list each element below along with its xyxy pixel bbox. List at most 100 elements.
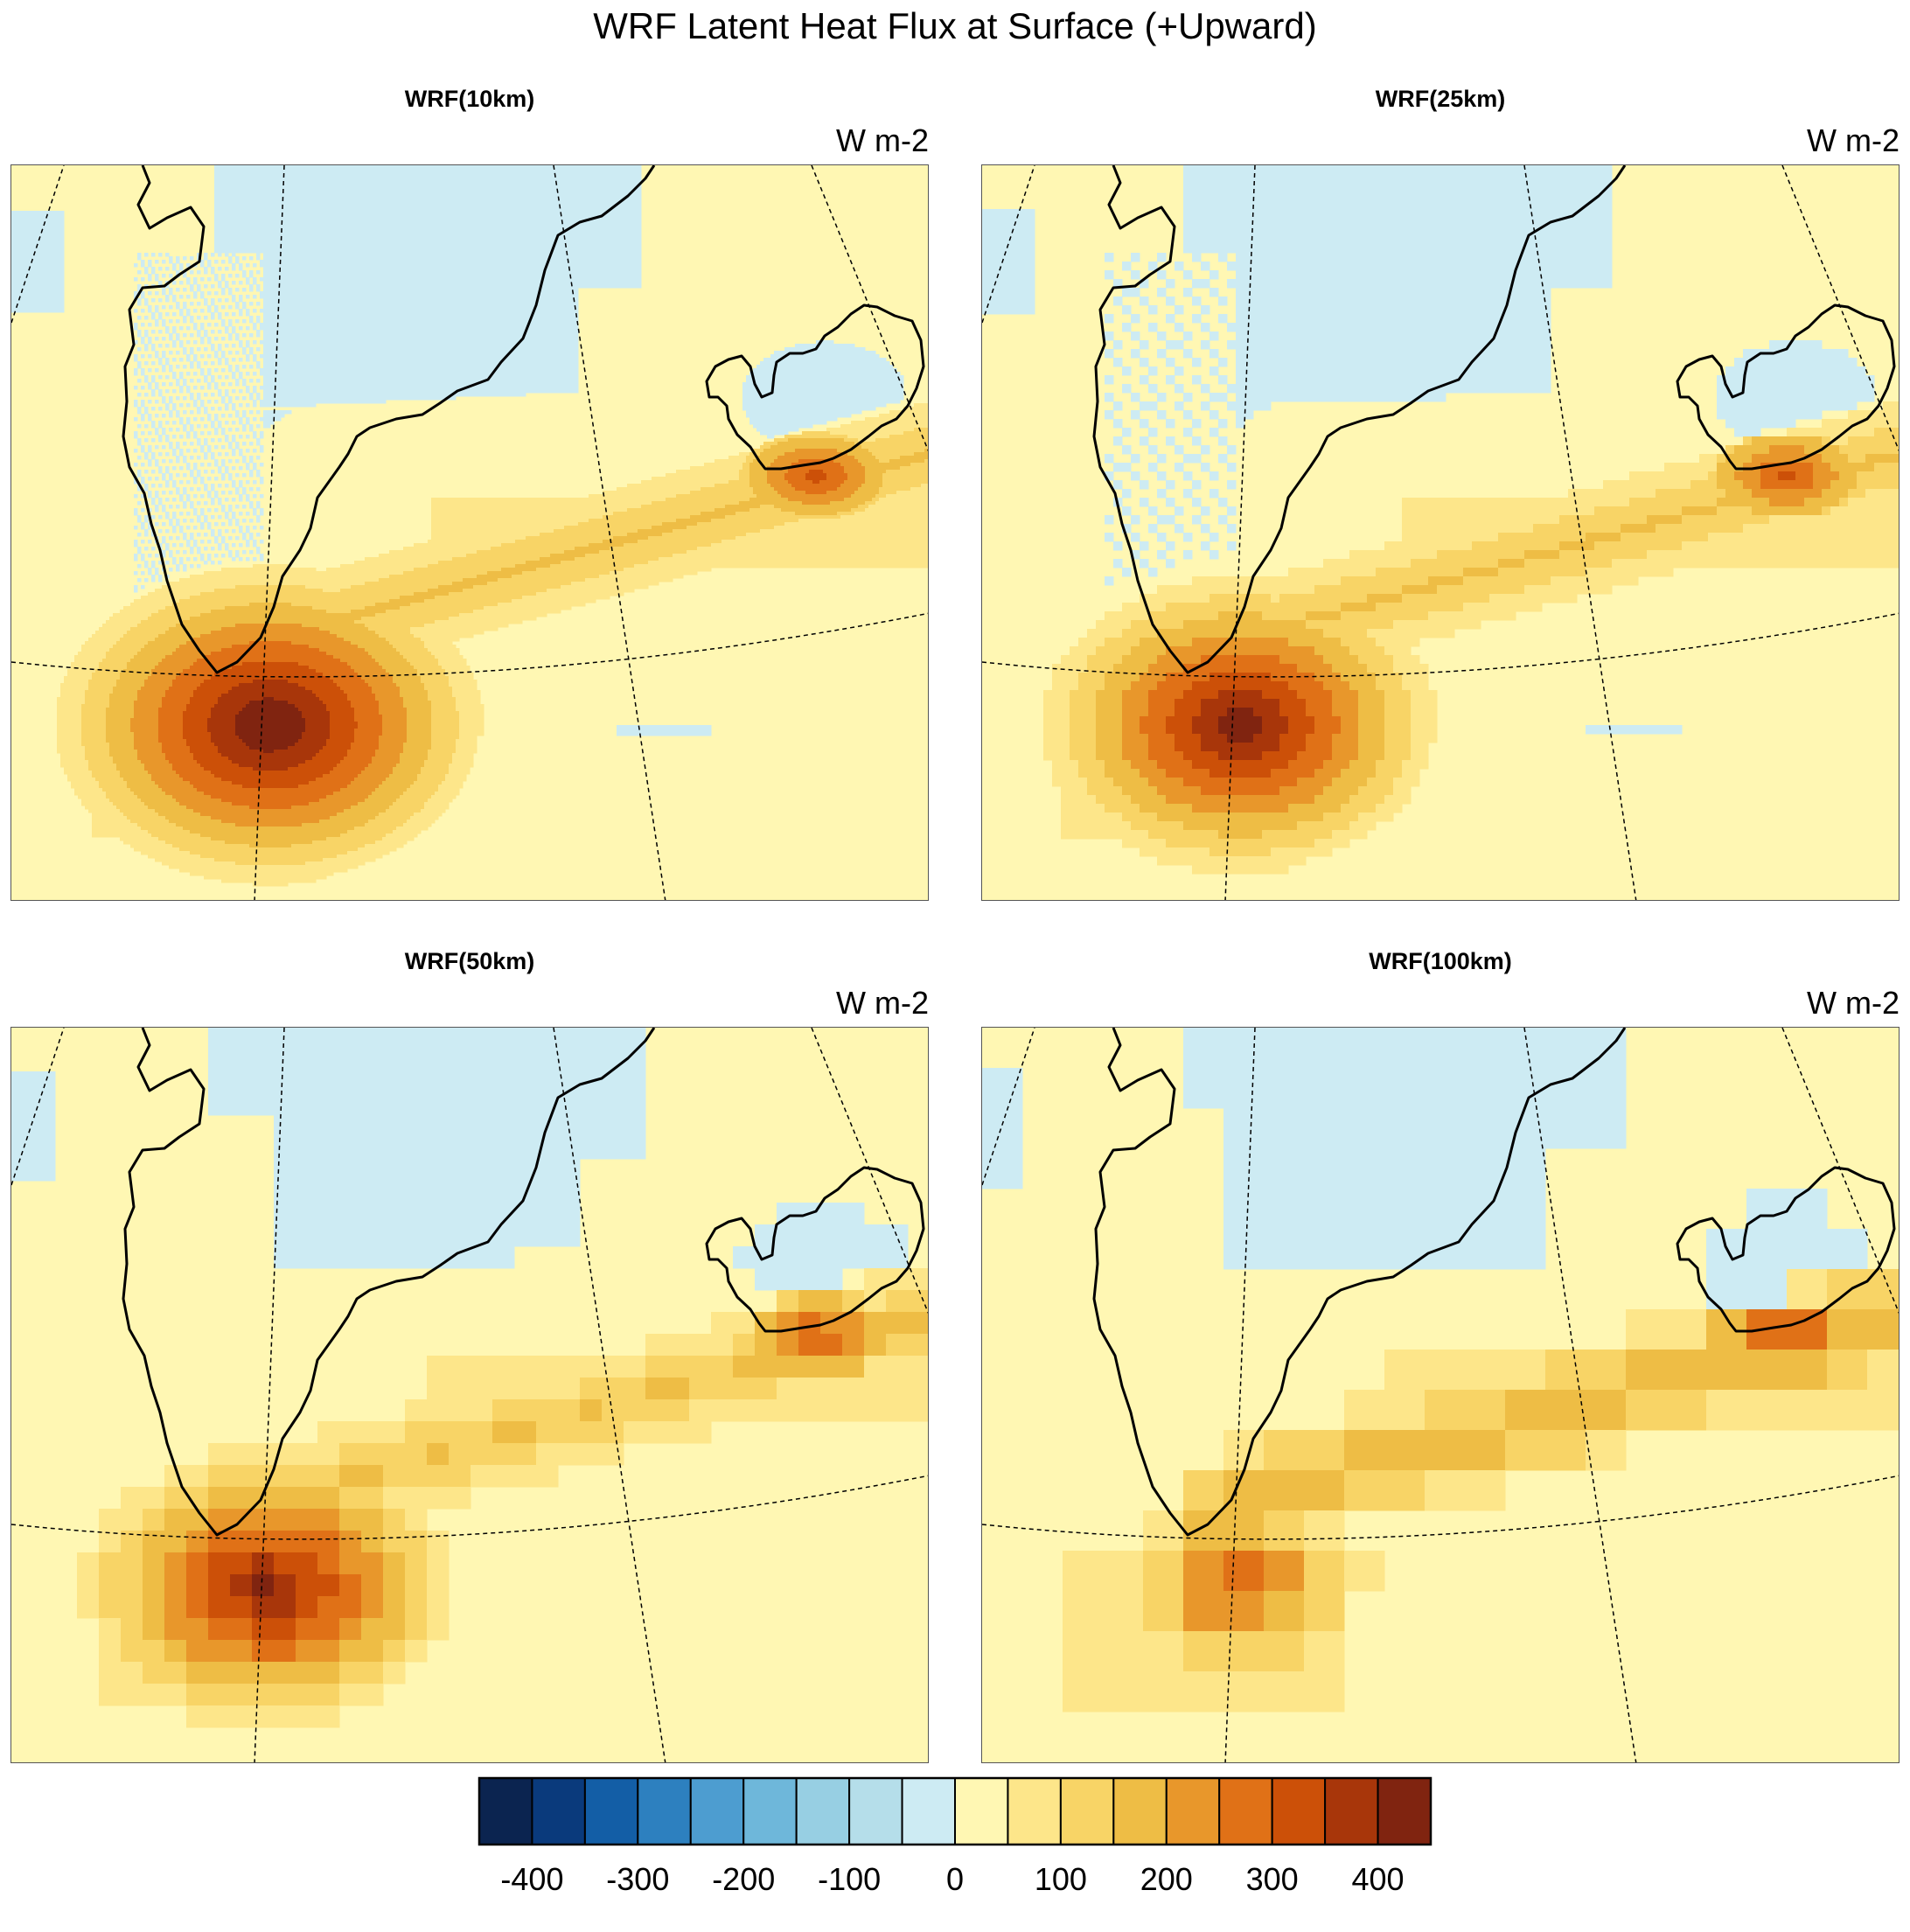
flux-cell xyxy=(305,281,310,285)
flux-cell xyxy=(375,193,380,198)
flux-cell xyxy=(316,235,320,240)
flux-cell xyxy=(522,253,526,257)
flux-cell xyxy=(305,232,310,236)
flux-cell xyxy=(50,277,54,282)
flux-cell xyxy=(60,225,65,229)
flux-cell xyxy=(480,263,484,268)
flux-cell xyxy=(487,165,491,170)
flux-cell xyxy=(246,176,250,180)
flux-cell xyxy=(575,225,579,229)
flux-cell xyxy=(393,246,397,250)
flux-cell xyxy=(505,211,509,215)
flux-cell xyxy=(410,211,415,215)
flux-cell xyxy=(347,211,352,215)
flux-cell xyxy=(452,274,457,278)
flux-cell xyxy=(295,169,299,173)
flux-cell xyxy=(365,277,369,282)
flux-cell xyxy=(22,253,26,257)
flux-cell xyxy=(389,176,394,180)
flux-cell xyxy=(309,190,313,194)
flux-cell xyxy=(540,165,544,170)
flux-cell xyxy=(400,232,404,236)
flux-cell xyxy=(239,218,243,222)
flux-cell xyxy=(424,172,429,177)
flux-cell xyxy=(540,228,544,233)
flux-cell xyxy=(386,256,390,261)
flux-cell xyxy=(22,284,26,289)
flux-cell xyxy=(246,200,250,205)
flux-cell xyxy=(410,197,415,201)
flux-cell xyxy=(631,193,635,198)
flux-cell xyxy=(50,239,54,243)
flux-cell xyxy=(228,190,233,194)
flux-cell xyxy=(330,228,334,233)
flux-cell xyxy=(470,225,474,229)
flux-cell xyxy=(557,186,561,191)
flux-cell xyxy=(246,225,250,229)
flux-cell xyxy=(270,179,275,184)
flux-cell xyxy=(25,277,30,282)
flux-cell xyxy=(533,260,537,264)
flux-cell xyxy=(39,256,44,261)
flux-cell xyxy=(501,263,505,268)
flux-cell xyxy=(344,288,348,292)
flux-cell xyxy=(463,288,467,292)
flux-cell xyxy=(361,183,366,187)
flux-cell xyxy=(421,284,425,289)
flux-cell xyxy=(295,263,299,268)
flux-cell xyxy=(442,200,446,205)
flux-cell xyxy=(46,239,51,243)
flux-cell xyxy=(326,260,331,264)
flux-cell xyxy=(487,228,491,233)
flux-cell xyxy=(543,207,547,212)
flux-cell xyxy=(354,228,359,233)
flux-cell xyxy=(564,176,568,180)
flux-cell xyxy=(176,256,180,261)
flux-cell xyxy=(526,179,530,184)
flux-cell xyxy=(585,267,589,271)
flux-cell xyxy=(522,186,526,191)
flux-cell xyxy=(463,218,467,222)
flux-cell xyxy=(284,288,289,292)
flux-cell xyxy=(610,193,614,198)
flux-cell xyxy=(501,169,505,173)
flux-cell xyxy=(326,242,331,247)
flux-cell xyxy=(536,165,540,170)
flux-cell xyxy=(547,291,551,296)
flux-cell xyxy=(298,200,303,205)
flux-cell xyxy=(435,211,439,215)
flux-cell xyxy=(624,281,628,285)
flux-cell xyxy=(449,277,453,282)
flux-cell xyxy=(603,183,607,187)
flux-cell xyxy=(358,253,362,257)
flux-cell xyxy=(536,211,540,215)
flux-cell xyxy=(242,179,247,184)
flux-cell xyxy=(277,218,282,222)
flux-cell xyxy=(46,267,51,271)
flux-cell xyxy=(39,295,44,299)
flux-cell xyxy=(253,172,257,177)
flux-cell xyxy=(214,242,219,247)
flux-cell xyxy=(634,179,638,184)
flux-cell xyxy=(239,214,243,219)
flux-cell xyxy=(442,207,446,212)
flux-cell xyxy=(221,186,226,191)
flux-cell xyxy=(298,218,303,222)
flux-cell xyxy=(459,225,464,229)
flux-cell xyxy=(197,253,201,257)
flux-cell xyxy=(354,232,359,236)
flux-cell xyxy=(375,225,380,229)
flux-cell xyxy=(575,190,579,194)
flux-cell xyxy=(361,263,366,268)
flux-cell xyxy=(39,242,44,247)
flux-cell xyxy=(235,232,240,236)
flux-cell xyxy=(631,204,635,208)
flux-cell xyxy=(246,172,250,177)
flux-cell xyxy=(627,263,631,268)
flux-cell xyxy=(603,225,607,229)
flux-cell xyxy=(466,207,471,212)
flux-cell xyxy=(218,179,222,184)
flux-cell xyxy=(505,253,509,257)
flux-cell xyxy=(365,183,369,187)
flux-cell xyxy=(585,228,589,233)
